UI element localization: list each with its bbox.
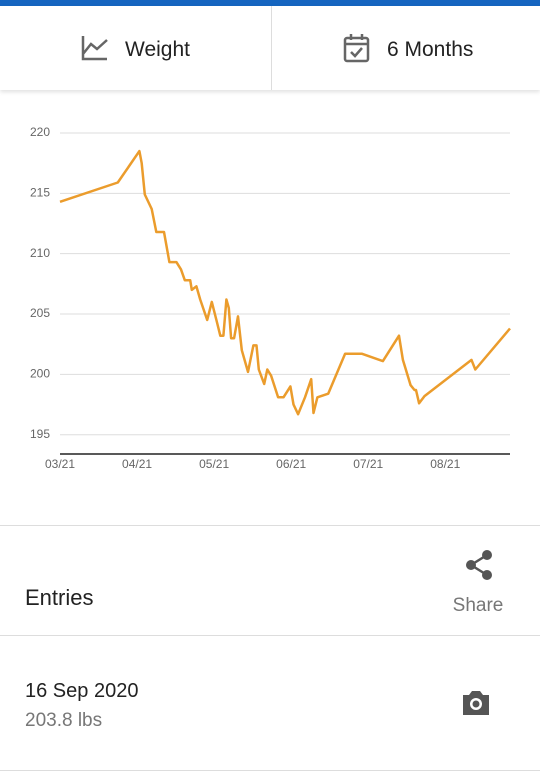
x-tick-label: 07/21 bbox=[353, 457, 383, 471]
divider bbox=[0, 525, 540, 526]
share-icon bbox=[466, 550, 492, 580]
divider bbox=[271, 6, 272, 90]
range-tab[interactable]: 6 Months bbox=[272, 6, 540, 90]
top-bar bbox=[0, 0, 540, 6]
chart-icon bbox=[81, 36, 108, 61]
weight-line bbox=[59, 149, 511, 416]
y-tick-label: 200 bbox=[30, 367, 50, 381]
x-tick-label: 05/21 bbox=[199, 457, 229, 471]
divider bbox=[0, 635, 540, 636]
divider bbox=[0, 770, 540, 771]
x-tick-label: 03/21 bbox=[45, 457, 75, 471]
calendar-icon bbox=[343, 34, 370, 63]
tab-label: 6 Months bbox=[387, 38, 474, 61]
camera-icon[interactable] bbox=[460, 688, 492, 718]
x-tick-label: 04/21 bbox=[122, 457, 152, 471]
x-tick-label: 06/21 bbox=[276, 457, 306, 471]
entry-row[interactable]: 16 Sep 2020 203.8 lbs bbox=[0, 636, 540, 770]
y-tick-label: 205 bbox=[30, 306, 50, 320]
share-button[interactable]: Share bbox=[440, 545, 516, 620]
y-tick-label: 195 bbox=[30, 427, 50, 441]
section-title: Entries bbox=[25, 585, 94, 610]
y-tick-label: 215 bbox=[30, 186, 50, 200]
share-label: Share bbox=[452, 595, 504, 616]
metric-tab[interactable]: Weight bbox=[0, 6, 271, 90]
tab-bar: Weight 6 Months bbox=[0, 6, 540, 90]
entry-date: 16 Sep 2020 bbox=[25, 680, 139, 702]
entry-weight: 203.8 lbs bbox=[25, 710, 103, 731]
chart: 195 200 205 210 215 220 03/21 04/21 05/21 06/21 07… bbox=[30, 125, 511, 471]
tab-label: Weight bbox=[125, 38, 190, 61]
y-tick-label: 210 bbox=[30, 246, 50, 260]
y-tick-label: 220 bbox=[30, 125, 50, 139]
x-tick-label: 08/21 bbox=[430, 457, 460, 471]
